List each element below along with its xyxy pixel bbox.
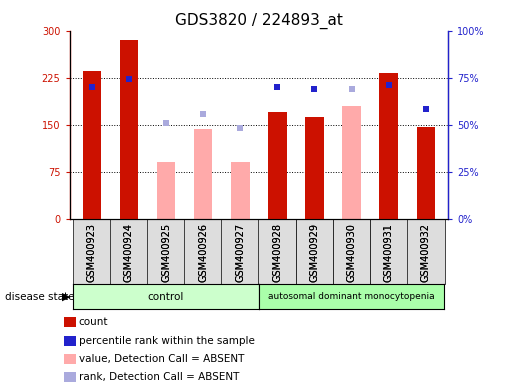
Text: count: count [79, 317, 108, 327]
Text: autosomal dominant monocytopenia: autosomal dominant monocytopenia [268, 292, 435, 301]
Bar [380, 73, 398, 219]
Text: ▶: ▶ [62, 291, 71, 302]
Text: control: control [148, 291, 184, 302]
Text: percentile rank within the sample: percentile rank within the sample [79, 336, 255, 346]
Bar [119, 40, 138, 219]
Text: rank, Detection Call = ABSENT: rank, Detection Call = ABSENT [79, 372, 239, 382]
Bar [231, 162, 249, 219]
Bar [305, 117, 324, 219]
Text: GSM400927: GSM400927 [235, 223, 245, 282]
Text: GSM400932: GSM400932 [421, 223, 431, 282]
Text: GSM400927: GSM400927 [235, 223, 245, 282]
Text: GSM400929: GSM400929 [310, 223, 319, 282]
Text: GSM400923: GSM400923 [87, 223, 97, 282]
Text: GSM400925: GSM400925 [161, 223, 171, 282]
Text: GSM400926: GSM400926 [198, 223, 208, 282]
Title: GDS3820 / 224893_at: GDS3820 / 224893_at [175, 13, 342, 29]
Text: value, Detection Call = ABSENT: value, Detection Call = ABSENT [79, 354, 244, 364]
Text: GSM400930: GSM400930 [347, 223, 356, 281]
Text: GSM400932: GSM400932 [421, 223, 431, 282]
Text: GSM400925: GSM400925 [161, 223, 171, 282]
Text: GSM400928: GSM400928 [272, 223, 282, 282]
Bar [157, 162, 175, 219]
Text: GSM400923: GSM400923 [87, 223, 97, 282]
Text: GSM400931: GSM400931 [384, 223, 393, 281]
Text: GSM400930: GSM400930 [347, 223, 356, 281]
Text: GSM400924: GSM400924 [124, 223, 134, 282]
Text: GSM400931: GSM400931 [384, 223, 393, 281]
Bar [342, 106, 361, 219]
Text: GSM400926: GSM400926 [198, 223, 208, 282]
Text: GSM400929: GSM400929 [310, 223, 319, 282]
Bar [82, 71, 101, 219]
Text: disease state: disease state [5, 291, 75, 302]
Text: GSM400928: GSM400928 [272, 223, 282, 282]
Text: GSM400924: GSM400924 [124, 223, 134, 282]
Bar [268, 112, 287, 219]
Bar [194, 129, 212, 219]
Bar [417, 127, 435, 219]
